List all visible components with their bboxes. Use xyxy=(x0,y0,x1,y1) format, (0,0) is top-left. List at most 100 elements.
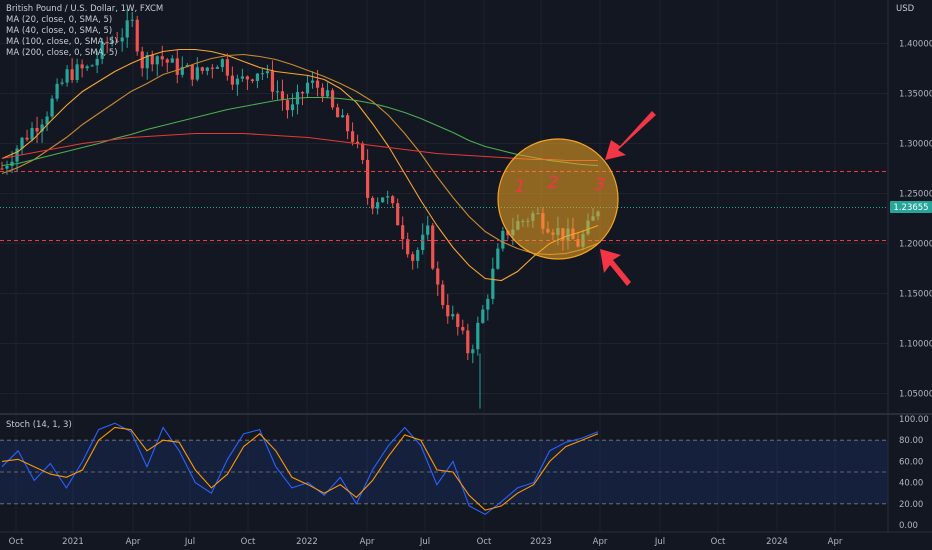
candle-body xyxy=(350,131,355,142)
candle-body xyxy=(451,314,455,317)
candle-body xyxy=(65,69,69,83)
candle-body xyxy=(130,19,134,21)
stoch-k-line xyxy=(1,422,599,516)
candle-body xyxy=(496,248,500,269)
candle-body xyxy=(105,41,109,44)
candle-body xyxy=(195,67,199,80)
time-tick-label: Apr xyxy=(126,537,141,547)
last-price-badge-text: 1.23655 xyxy=(893,203,928,213)
candle-body xyxy=(275,91,280,93)
time-tick-label: 2024 xyxy=(766,537,788,547)
candle-body xyxy=(210,67,214,69)
candle-body xyxy=(90,65,94,67)
candle-body xyxy=(35,128,39,132)
candle-body xyxy=(456,314,460,328)
stoch-tick-label: 0.00 xyxy=(899,521,918,531)
time-tick-label: Jul xyxy=(419,537,430,547)
candle-body xyxy=(366,159,370,198)
candle-body xyxy=(80,64,84,69)
time-tick-label: Oct xyxy=(711,537,726,547)
time-tick-label: Jul xyxy=(654,537,665,547)
instrument-title: British Pound / U.S. Dollar, 1W, FXCM xyxy=(6,4,164,14)
candle-body xyxy=(381,197,385,203)
candle-body xyxy=(95,58,99,66)
candle-body xyxy=(300,92,305,94)
candle-body xyxy=(40,124,44,132)
time-tick-label: Apr xyxy=(828,537,843,547)
last-price-badge xyxy=(890,200,932,213)
arrow-upper xyxy=(605,111,656,160)
candle-body xyxy=(75,64,79,81)
candle-body xyxy=(285,100,290,111)
candle-body xyxy=(175,58,179,75)
candle-body xyxy=(5,165,9,169)
candle-body xyxy=(441,284,445,306)
candle-body xyxy=(20,137,24,149)
candle-body xyxy=(205,67,209,71)
price-tick-label: 1.30000 xyxy=(899,140,932,150)
price-tick-label: 1.35000 xyxy=(899,90,932,100)
annotation-number: 1 xyxy=(515,177,526,197)
candle-body xyxy=(340,115,345,118)
candle-body xyxy=(270,71,275,92)
candle-body xyxy=(70,69,74,81)
price-tick-label: 1.40000 xyxy=(899,40,932,50)
candle-body xyxy=(200,67,204,71)
candle-body xyxy=(345,115,350,132)
candle-body xyxy=(486,298,490,310)
ma20-legend: MA (20, close, 0, SMA, 5) xyxy=(6,15,113,25)
candle-body xyxy=(25,137,29,140)
candle-body xyxy=(406,239,410,255)
candle-body xyxy=(501,230,505,249)
candle-body xyxy=(290,104,295,111)
stoch-tick-label: 60.00 xyxy=(899,457,923,467)
candle-body xyxy=(305,82,310,94)
candle-body xyxy=(0,168,4,170)
candle-body xyxy=(421,234,425,251)
candle-body xyxy=(110,40,114,44)
candle-body xyxy=(391,196,395,204)
candle-body xyxy=(491,268,495,299)
candle-body xyxy=(260,73,265,75)
candle-body xyxy=(431,225,435,269)
candle-body xyxy=(376,202,380,209)
candle-body xyxy=(466,330,470,354)
candle-body xyxy=(411,254,415,261)
candle-body xyxy=(265,71,270,74)
price-tick-label: 1.25000 xyxy=(899,190,932,200)
time-tick-label: 2023 xyxy=(530,537,552,547)
candle-body xyxy=(60,82,64,84)
price-tick-label: 1.20000 xyxy=(899,240,932,250)
candle-body xyxy=(170,58,174,63)
candle-body xyxy=(315,80,320,88)
candle-body xyxy=(45,116,49,125)
time-tick-label: Apr xyxy=(593,537,608,547)
candle-body xyxy=(100,41,104,59)
candle-body xyxy=(436,268,440,285)
candle-body xyxy=(50,98,54,117)
stoch-tick-label: 20.00 xyxy=(899,500,923,510)
candle-body xyxy=(160,56,164,60)
candle-body xyxy=(320,87,325,97)
candle-body xyxy=(426,225,430,235)
candle-body xyxy=(235,78,239,85)
candle-body xyxy=(401,225,405,240)
candle-body xyxy=(30,128,34,140)
annotation-number: 2 xyxy=(548,173,559,193)
candle-body xyxy=(310,80,315,83)
time-tick-label: Oct xyxy=(477,537,492,547)
candle-body xyxy=(396,203,400,226)
candle-body xyxy=(165,59,169,63)
candle-body xyxy=(481,309,485,323)
candle-body xyxy=(215,67,219,69)
candle-body xyxy=(255,73,260,81)
time-tick-label: 2022 xyxy=(296,537,318,547)
time-tick-label: Oct xyxy=(9,537,24,547)
candle-body xyxy=(250,79,255,81)
candle-body xyxy=(180,66,184,75)
candle-body xyxy=(150,55,154,65)
time-tick-label: Oct xyxy=(241,537,256,547)
highlight-circle xyxy=(497,138,619,260)
